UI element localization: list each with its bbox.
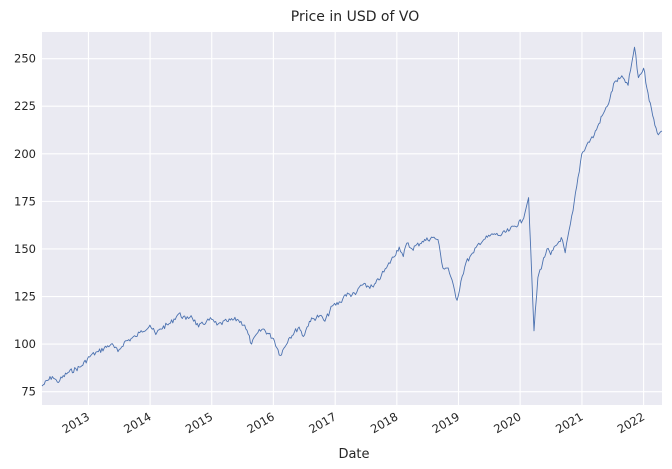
chart-title: Price in USD of VO [291, 9, 419, 25]
x-tick-label: 2014 [121, 409, 153, 436]
y-tick-label: 100 [14, 337, 36, 351]
x-tick-labels: 2013 2014 2015 2016 2017 2018 2019 2020 2021 2022 [60, 409, 648, 436]
price-series-line [41, 46, 663, 387]
x-tick-label: 2016 [245, 409, 277, 436]
y-tick-label: 125 [14, 290, 36, 304]
x-tick-label: 2021 [553, 409, 585, 436]
plot-area [42, 32, 662, 405]
x-tick-label: 2019 [430, 409, 462, 436]
x-tick-label: 2015 [183, 409, 215, 436]
y-tick-label: 225 [14, 99, 36, 113]
y-tick-label: 175 [14, 194, 36, 208]
y-tick-label: 250 [14, 52, 36, 66]
y-tick-label: 150 [14, 242, 36, 256]
x-tick-label: 2020 [491, 409, 523, 436]
x-axis-label: Date [338, 447, 369, 462]
x-tick-label: 2018 [368, 409, 400, 436]
x-tick-label: 2022 [615, 409, 647, 436]
x-tick-label: 2013 [60, 409, 92, 436]
y-tick-labels: 75 100 125 150 175 200 225 250 [14, 52, 36, 399]
grid-lines [42, 32, 662, 405]
y-tick-label: 75 [21, 385, 36, 399]
x-tick-label: 2017 [306, 409, 338, 436]
y-tick-label: 200 [14, 147, 36, 161]
